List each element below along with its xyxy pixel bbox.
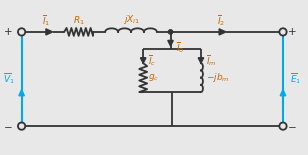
Text: $+$: $+$ (287, 26, 297, 37)
Polygon shape (46, 29, 53, 35)
Polygon shape (168, 40, 173, 46)
Text: $\overline{I}_1$: $\overline{I}_1$ (43, 13, 51, 28)
Text: $R_1$: $R_1$ (73, 15, 84, 27)
Text: $\overline{E}_1$: $\overline{E}_1$ (290, 72, 301, 86)
Circle shape (18, 28, 25, 35)
Text: $-$: $-$ (3, 121, 13, 131)
Polygon shape (219, 29, 226, 35)
Circle shape (18, 122, 25, 130)
Circle shape (279, 122, 287, 130)
Text: $+$: $+$ (3, 26, 13, 37)
Polygon shape (19, 90, 24, 96)
Text: $\overline{I}_2$: $\overline{I}_2$ (217, 13, 225, 28)
Text: $\overline{V}_1$: $\overline{V}_1$ (3, 72, 15, 86)
Circle shape (168, 30, 173, 34)
Text: $jX_{l1}$: $jX_{l1}$ (123, 13, 140, 26)
Circle shape (279, 28, 287, 35)
Text: $g_c$: $g_c$ (148, 72, 160, 83)
Text: $\overline{I}_c$: $\overline{I}_c$ (148, 53, 156, 68)
Text: $-$: $-$ (287, 121, 297, 131)
Polygon shape (140, 58, 146, 63)
Polygon shape (198, 58, 204, 63)
Polygon shape (280, 90, 286, 96)
Text: $-jb_m$: $-jb_m$ (206, 71, 230, 84)
Text: $\overline{I}_m$: $\overline{I}_m$ (206, 53, 217, 68)
Text: $\overline{I}_0$: $\overline{I}_0$ (176, 40, 184, 55)
